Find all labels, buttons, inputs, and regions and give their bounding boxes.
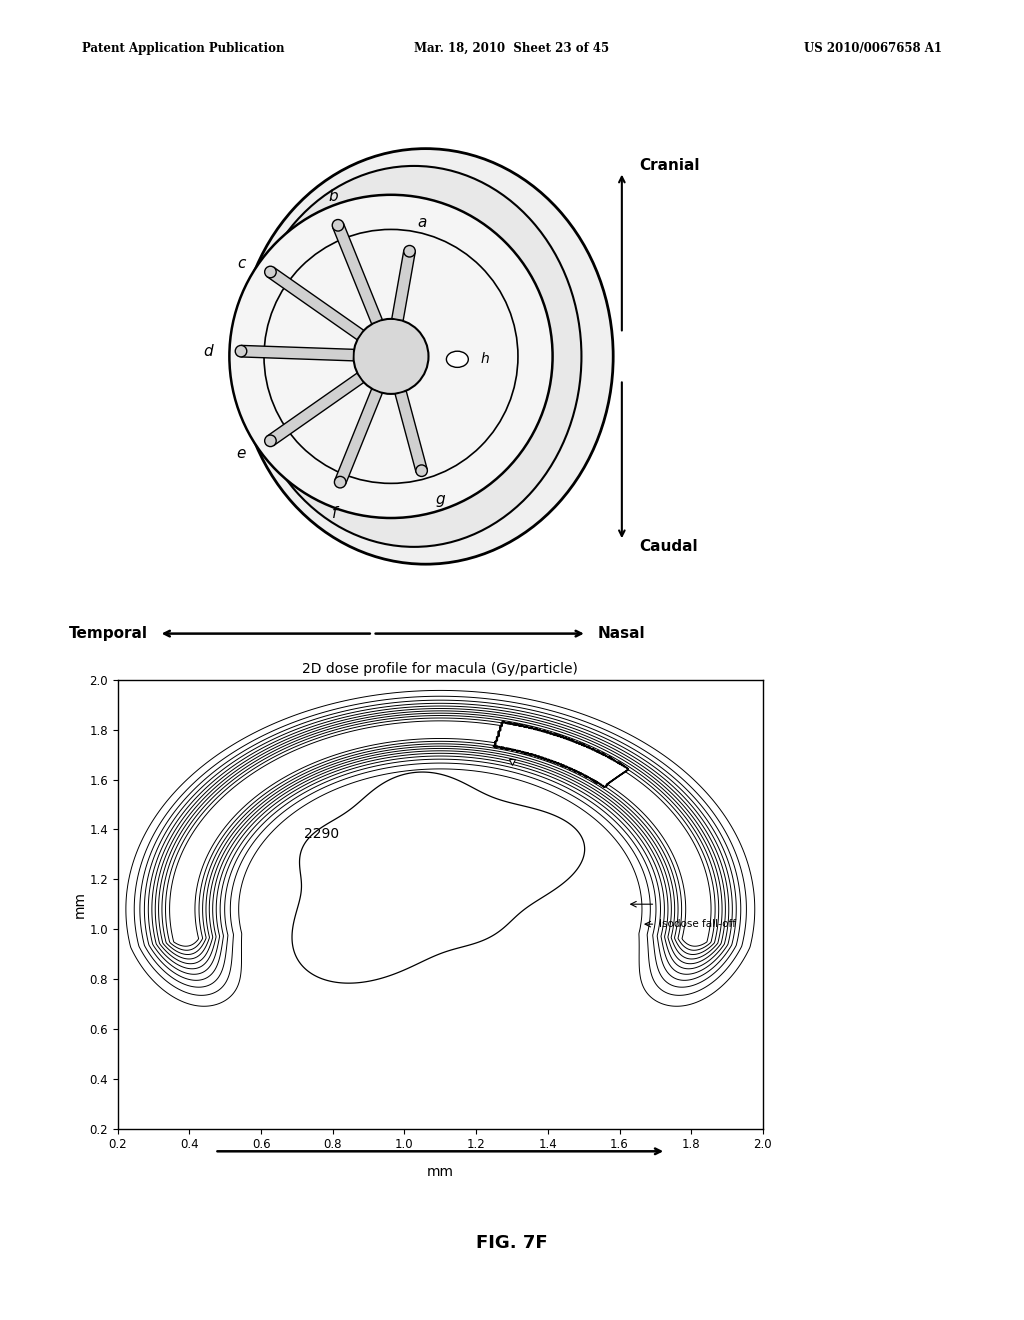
Circle shape (264, 267, 276, 277)
Text: 2290: 2290 (304, 828, 339, 841)
Text: h: h (480, 352, 489, 366)
Polygon shape (335, 389, 382, 484)
Text: US 2010/0067658 A1: US 2010/0067658 A1 (804, 42, 942, 55)
Text: a: a (418, 215, 427, 230)
Text: Nasal: Nasal (598, 626, 646, 642)
Text: Temporal: Temporal (69, 626, 147, 642)
Title: 2D dose profile for macula (Gy/particle): 2D dose profile for macula (Gy/particle) (302, 661, 579, 676)
Ellipse shape (247, 166, 582, 546)
Polygon shape (333, 223, 382, 323)
Text: mm: mm (427, 1164, 454, 1179)
Text: Mar. 18, 2010  Sheet 23 of 45: Mar. 18, 2010 Sheet 23 of 45 (415, 42, 609, 55)
Polygon shape (267, 267, 364, 339)
Polygon shape (241, 346, 353, 360)
Circle shape (332, 219, 344, 231)
Y-axis label: mm: mm (73, 891, 86, 917)
Polygon shape (267, 374, 364, 446)
Circle shape (353, 319, 428, 393)
Circle shape (229, 195, 553, 517)
Polygon shape (392, 251, 415, 321)
Text: d: d (203, 343, 213, 359)
Circle shape (236, 346, 247, 356)
Circle shape (403, 246, 416, 257)
Text: Cranial: Cranial (639, 158, 699, 173)
Text: e: e (237, 446, 246, 461)
Text: f: f (333, 506, 338, 521)
Text: b: b (328, 189, 338, 203)
Ellipse shape (238, 149, 613, 564)
Circle shape (416, 465, 427, 477)
Circle shape (335, 477, 346, 488)
Text: FIG. 7F: FIG. 7F (476, 1234, 548, 1253)
Ellipse shape (446, 351, 468, 367)
Circle shape (264, 436, 276, 446)
Text: g: g (435, 492, 445, 507)
Text: Patent Application Publication: Patent Application Publication (82, 42, 285, 55)
Polygon shape (395, 391, 427, 473)
Text: Isodose fall-off: Isodose fall-off (659, 919, 736, 929)
Text: c: c (238, 256, 246, 271)
Text: Caudal: Caudal (639, 540, 697, 554)
